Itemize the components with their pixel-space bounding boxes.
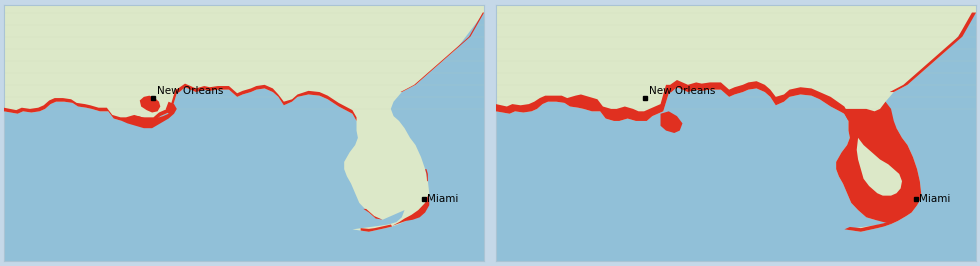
Polygon shape xyxy=(4,84,357,121)
Polygon shape xyxy=(496,80,849,121)
Polygon shape xyxy=(425,169,428,181)
Polygon shape xyxy=(845,222,891,232)
Polygon shape xyxy=(401,13,484,92)
Polygon shape xyxy=(392,196,429,226)
Text: Miami: Miami xyxy=(427,194,459,204)
Polygon shape xyxy=(140,96,161,113)
Polygon shape xyxy=(122,102,176,128)
Polygon shape xyxy=(857,138,902,196)
Polygon shape xyxy=(4,5,484,232)
Polygon shape xyxy=(890,13,976,92)
Text: New Orleans: New Orleans xyxy=(157,86,223,96)
Text: Miami: Miami xyxy=(919,194,951,204)
Polygon shape xyxy=(836,102,921,224)
Polygon shape xyxy=(661,111,682,133)
Polygon shape xyxy=(364,209,382,220)
Text: New Orleans: New Orleans xyxy=(649,86,715,96)
Polygon shape xyxy=(361,225,392,232)
Polygon shape xyxy=(496,5,976,232)
